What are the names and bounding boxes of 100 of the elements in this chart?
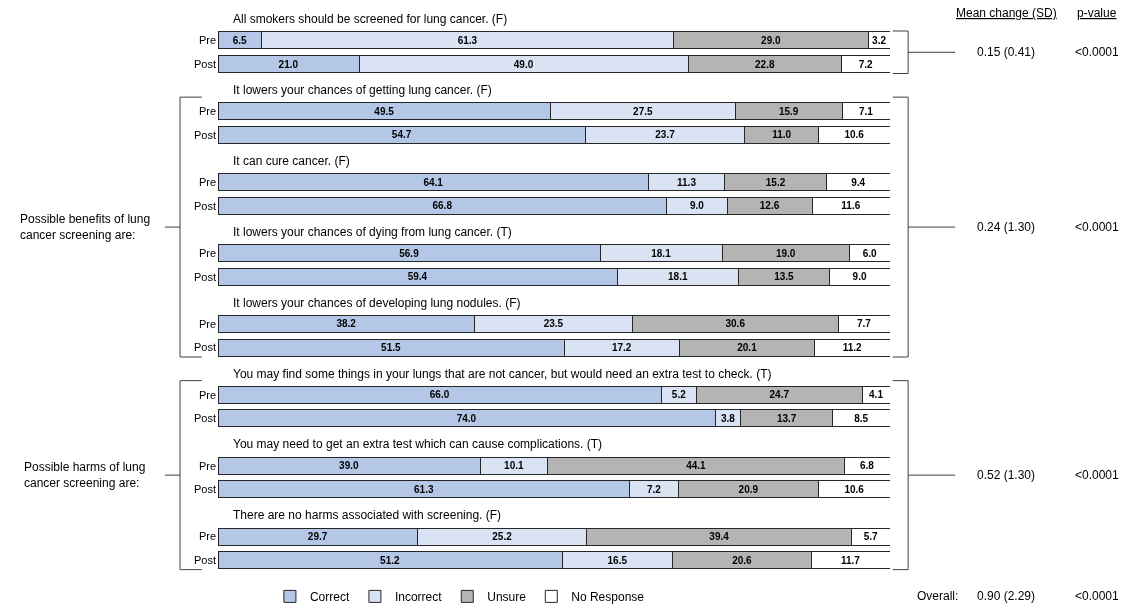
text: Mean change (SD) [956, 6, 1057, 20]
data-label: 20.1 [737, 342, 758, 354]
y-tick-label: Post [193, 412, 216, 425]
data-label: 61.3 [457, 34, 478, 46]
data-label: 29.0 [761, 34, 782, 46]
data-label: 6.8 [859, 460, 875, 472]
y-tick-label: Pre [198, 105, 216, 118]
data-label: 11.7 [841, 554, 861, 566]
text: <0.0001 [1075, 468, 1120, 482]
legend-label: Correct [309, 590, 350, 605]
data-label: 5.2 [671, 389, 687, 401]
data-label: 44.1 [686, 460, 707, 472]
data-label: 27.5 [633, 105, 653, 117]
data-label: 9.4 [851, 176, 866, 188]
data-label: 38.2 [336, 318, 357, 330]
text: p-value [1077, 6, 1117, 20]
data-label: 64.1 [423, 176, 444, 188]
annotation: It lowers your chances of developing lung nodules. (F) [233, 296, 521, 310]
data-label: 49.5 [374, 105, 395, 117]
data-label: 7.1 [858, 105, 874, 117]
y-tick-label: Pre [198, 530, 216, 543]
y-tick-label: Pre [198, 246, 216, 259]
annotation: You may find some things in your lungs that are not cancer, but would need an extra test to check. (T) [233, 367, 772, 381]
data-label: 54.7 [391, 129, 412, 141]
text: <0.0001 [1075, 220, 1120, 234]
y-tick-label: Pre [198, 317, 216, 330]
text: <0.0001 [1075, 589, 1120, 603]
data-label: 39.4 [709, 531, 730, 543]
data-label: 66.8 [432, 200, 453, 212]
data-label: 74.0 [456, 412, 477, 424]
data-label: 20.6 [732, 554, 753, 566]
data-label: 11.3 [677, 176, 697, 188]
data-label: 3.8 [720, 412, 736, 424]
data-label: 66.0 [429, 389, 450, 401]
legend-label: Incorrect [394, 590, 443, 605]
data-label: 10.6 [844, 483, 865, 495]
text: Possible harms of lung cancer screening are: [24, 460, 146, 490]
data-label: 24.7 [769, 389, 790, 401]
annotation: It can cure cancer. (F) [233, 154, 350, 168]
data-label: 21.0 [278, 58, 299, 70]
y-tick-label: Post [193, 128, 216, 141]
y-tick-label: Post [193, 57, 216, 70]
text: 0.52 (1.30) [977, 468, 1036, 482]
data-label: 51.2 [380, 554, 400, 566]
data-label: 10.6 [844, 129, 865, 141]
data-label: 29.7 [307, 531, 328, 543]
data-label: 8.5 [854, 412, 869, 424]
legend-label: Unsure [487, 590, 527, 605]
data-label: 59.4 [407, 271, 428, 283]
annotation: There are no harms associated with screening. (F) [233, 508, 502, 522]
data-label: 5.7 [863, 531, 879, 543]
data-label: 11.6 [841, 200, 861, 212]
text: 0.90 (2.29) [977, 589, 1036, 603]
data-label: 12.6 [759, 200, 780, 212]
data-label: 22.8 [755, 58, 775, 70]
y-tick-label: Post [193, 270, 216, 283]
data-label: 16.5 [607, 554, 628, 566]
data-label: 11.2 [842, 342, 863, 354]
text: Possible benefits of lung cancer screening are: [20, 212, 151, 242]
text: 0.24 (1.30) [977, 220, 1036, 234]
data-label: 7.2 [646, 483, 662, 495]
annotation: You may need to get an extra test which can cause complications. (T) [233, 437, 603, 451]
data-label: 20.9 [738, 483, 759, 495]
data-label: 15.2 [765, 176, 786, 188]
data-label: 25.2 [492, 531, 513, 543]
legend-label: No Response [571, 590, 645, 605]
data-label: 15.9 [778, 105, 799, 117]
data-label: 18.1 [651, 247, 672, 259]
annotation: All smokers should be screened for lung cancer. (F) [233, 12, 508, 26]
data-label: 23.5 [543, 318, 564, 330]
data-label: 19.0 [775, 247, 796, 259]
data-label: 11.0 [772, 129, 792, 141]
y-tick-label: Pre [198, 388, 216, 401]
y-tick-label: Pre [198, 176, 216, 189]
data-label: 13.7 [776, 412, 797, 424]
data-label: 13.5 [774, 271, 795, 283]
data-label: 17.2 [611, 342, 632, 354]
data-label: 61.3 [414, 483, 434, 495]
annotation: It lowers your chances of dying from lung cancer. (T) [233, 225, 512, 239]
data-label: 51.5 [381, 342, 401, 354]
annotation: It lowers your chances of getting lung cancer. (F) [233, 83, 492, 97]
y-tick-label: Post [193, 199, 216, 212]
y-tick-label: Post [193, 554, 216, 567]
y-tick-label: Pre [198, 34, 216, 47]
y-tick-label: Pre [198, 459, 216, 472]
data-label: 9.0 [689, 200, 705, 212]
data-label: 7.2 [858, 58, 873, 70]
y-tick-label: Post [193, 483, 216, 496]
data-label: 6.0 [862, 247, 878, 259]
y-tick-label: Post [193, 341, 216, 354]
data-label: 23.7 [655, 129, 676, 141]
data-label: 18.1 [668, 271, 688, 283]
text: <0.0001 [1075, 45, 1120, 59]
data-label: 10.1 [504, 460, 524, 472]
data-label: 3.2 [872, 34, 887, 46]
data-label: 6.5 [232, 34, 248, 46]
data-label: 9.0 [852, 271, 867, 283]
data-label: 49.0 [513, 58, 534, 70]
text: 0.15 (0.41) [977, 45, 1036, 59]
data-label: 7.7 [856, 318, 872, 330]
